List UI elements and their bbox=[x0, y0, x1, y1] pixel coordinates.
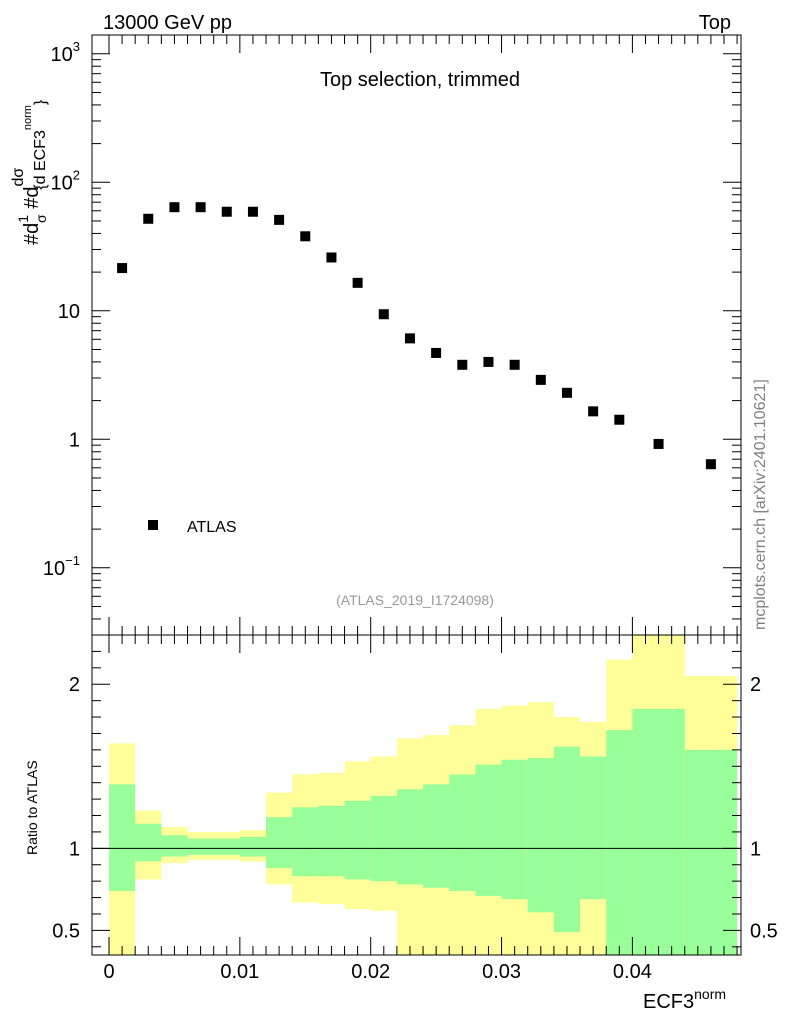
inner-band-bin bbox=[527, 758, 554, 913]
ratio-inner-band bbox=[109, 708, 738, 955]
inner-band-bin bbox=[423, 784, 450, 888]
inner-band-bin bbox=[632, 708, 685, 955]
data-point bbox=[509, 359, 520, 370]
x-axis-label: ECF3norm bbox=[643, 986, 726, 1013]
data-series-atlas bbox=[117, 202, 716, 470]
x-axis-label-sup: norm bbox=[694, 986, 726, 1002]
inner-band-bin bbox=[553, 746, 581, 933]
inner-band-bin bbox=[475, 764, 502, 896]
y-tick-label-base: 10 bbox=[51, 172, 73, 194]
inner-band-bin bbox=[266, 817, 293, 869]
data-point bbox=[614, 414, 625, 425]
y-tick-label-base: 10 bbox=[43, 558, 65, 580]
y-tick-label-right: 1 bbox=[750, 838, 761, 860]
x-tick-label: 0 bbox=[103, 961, 114, 983]
ratio-y-ticks: 0.5 0.5 1 1 2 2 bbox=[52, 634, 778, 948]
y-tick-label-base: 10 bbox=[51, 44, 73, 66]
data-point bbox=[535, 374, 546, 385]
inner-band-bin bbox=[606, 730, 633, 955]
inner-band-bin bbox=[449, 774, 476, 891]
y-tick-label: 102 bbox=[51, 167, 80, 194]
y-tick-label-right: 0.5 bbox=[750, 920, 778, 942]
header-energy-label: 13000 GeV pp bbox=[103, 12, 232, 34]
x-tick-label: 0.04 bbox=[613, 961, 652, 983]
data-point bbox=[483, 356, 494, 367]
inner-band-bin bbox=[396, 789, 424, 885]
y-tick-label-exponent: 3 bbox=[73, 39, 80, 54]
main-panel-frame bbox=[91, 34, 742, 636]
data-point bbox=[117, 263, 128, 274]
inner-band-bin bbox=[109, 784, 136, 891]
y-tick-label: 1 bbox=[69, 838, 80, 860]
main-x-ticks bbox=[108, 35, 738, 635]
ratio-panel-frame bbox=[91, 634, 742, 956]
data-point bbox=[143, 213, 154, 224]
y-tick-label: 0.5 bbox=[52, 920, 80, 942]
inner-band-bin bbox=[239, 836, 267, 857]
data-point bbox=[588, 406, 599, 417]
y-tick-label-base: 1 bbox=[69, 429, 80, 451]
data-point bbox=[169, 202, 180, 213]
ratio-x-ticks: 0 0.01 0.02 0.03 0.04 bbox=[103, 635, 738, 983]
chart-title: Top selection, trimmed bbox=[320, 69, 520, 91]
data-point bbox=[221, 206, 232, 217]
y-axis-label-text: #d1 σ #ddσ {d ECF3norm} bbox=[10, 99, 49, 245]
y-tick-label: 10−1 bbox=[43, 553, 80, 580]
y-tick-label-exponent: −1 bbox=[65, 553, 80, 568]
data-point bbox=[378, 309, 389, 320]
data-point bbox=[326, 252, 337, 263]
inner-band-bin bbox=[292, 807, 319, 877]
inner-band-bin bbox=[580, 756, 607, 900]
inner-band-bin bbox=[370, 795, 397, 882]
x-axis-label-main: ECF3 bbox=[643, 991, 694, 1013]
x-tick-label: 0.03 bbox=[482, 961, 521, 983]
y-tick-label: 103 bbox=[51, 39, 80, 66]
data-point bbox=[195, 202, 206, 213]
data-point bbox=[431, 347, 442, 358]
inner-band-bin bbox=[501, 759, 528, 900]
x-tick-label: 0.01 bbox=[220, 961, 259, 983]
x-tick-label: 0.02 bbox=[351, 961, 390, 983]
main-y-axis-label: #d1 σ #ddσ {d ECF3norm} bbox=[10, 99, 49, 245]
y-tick-label-base: 10 bbox=[58, 301, 80, 323]
legend-label: ATLAS bbox=[187, 519, 237, 536]
y-tick-label-right: 2 bbox=[750, 674, 761, 696]
data-point bbox=[300, 231, 311, 242]
watermark-text: mcplots.cern.ch [arXiv:2401.10621] bbox=[752, 379, 769, 630]
inner-band-bin bbox=[684, 749, 738, 955]
inner-band-bin bbox=[344, 800, 371, 880]
data-point bbox=[247, 206, 258, 217]
y-tick-label: 2 bbox=[69, 674, 80, 696]
y-tick-label: 1 bbox=[69, 429, 80, 451]
inner-band-bin bbox=[161, 835, 188, 857]
data-point bbox=[352, 277, 363, 288]
data-point bbox=[404, 333, 415, 344]
data-point bbox=[457, 359, 468, 370]
analysis-reference-label: (ATLAS_2019_I1724098) bbox=[336, 592, 494, 608]
ratio-y-axis-label: Ratio to ATLAS bbox=[24, 760, 40, 855]
data-point bbox=[705, 459, 716, 470]
header-process-label: Top bbox=[699, 12, 731, 34]
y-tick-label: 10 bbox=[58, 301, 80, 323]
y-tick-label-exponent: 2 bbox=[73, 167, 80, 182]
inner-band-bin bbox=[213, 838, 240, 855]
inner-band-bin bbox=[318, 805, 345, 877]
data-point bbox=[274, 214, 285, 225]
legend-marker bbox=[148, 520, 158, 530]
inner-band-bin bbox=[187, 838, 214, 855]
data-point bbox=[653, 438, 664, 449]
data-point bbox=[561, 387, 572, 398]
inner-band-bin bbox=[135, 823, 162, 862]
